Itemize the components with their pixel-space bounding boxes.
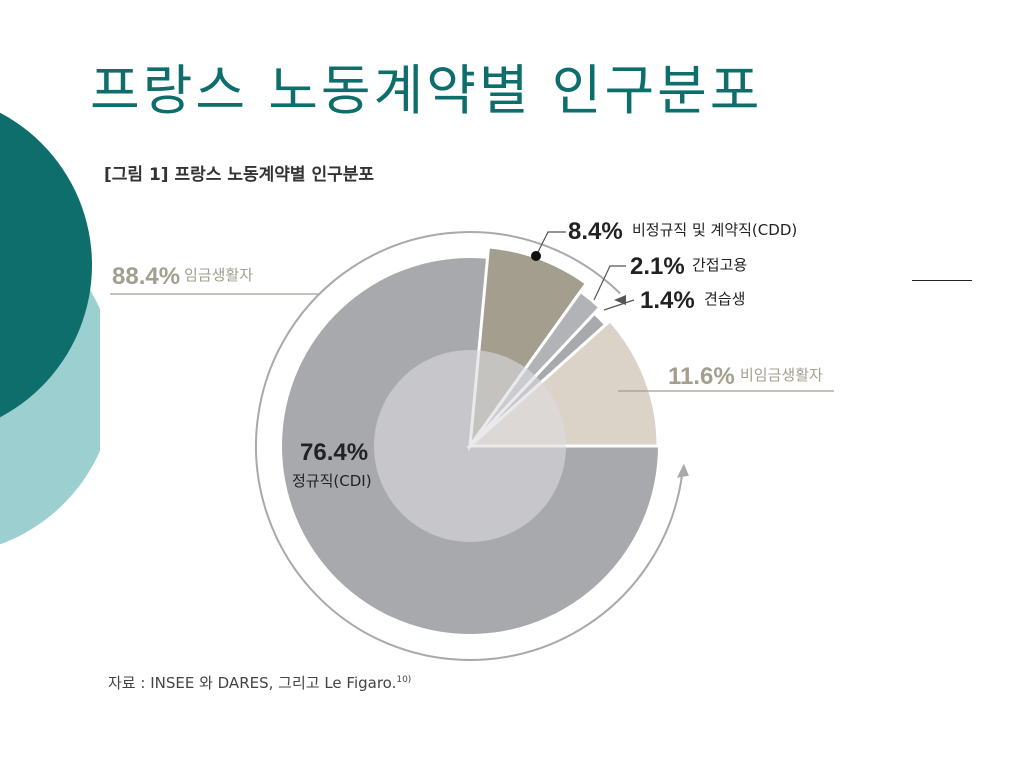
label-cdd-pct: 8.4% <box>568 218 623 245</box>
label-nonsalaried-pct: 11.6% <box>668 363 735 390</box>
leader-line-cdd <box>535 231 566 257</box>
leader-line-interim <box>593 265 626 301</box>
label-salaried-pct: 88.4% <box>112 263 180 290</box>
leader-line-apprentice <box>603 299 635 311</box>
label-cdd-text: 비정규직 및 계약직(CDD) <box>632 221 797 239</box>
source-footnote: 10) <box>396 675 412 685</box>
label-apprentice-pct: 1.4% <box>640 287 695 314</box>
label-nonsalaried-text: 비임금생활자 <box>740 366 823 384</box>
outer-arc-arrowhead <box>676 463 689 478</box>
label-interim-pct: 2.1% <box>630 253 685 280</box>
label-interim-text: 간접고용 <box>692 256 747 274</box>
label-apprentice-text: 견습생 <box>704 290 745 308</box>
slide-title: 프랑스 노동계약별 인구분포 <box>90 59 763 122</box>
source-note: 자료 : INSEE 와 DARES, 그리고 Le Figaro.10) <box>108 672 411 693</box>
leader-dot-cdd <box>531 251 541 261</box>
leader-arrow-apprentice <box>614 295 626 305</box>
figure-caption: [그림 1] 프랑스 노동계약별 인구분포 <box>104 165 375 185</box>
inner-circle <box>374 350 566 542</box>
label-salaried-text: 임금생활자 <box>184 266 253 284</box>
source-text: 자료 : INSEE 와 DARES, 그리고 Le Figaro. <box>108 674 397 692</box>
decorative-circles <box>0 112 100 545</box>
leader-lines <box>110 231 834 392</box>
label-cdi-pct: 76.4% <box>300 439 368 466</box>
label-cdi-text: 정규직(CDI) <box>292 472 372 490</box>
teal-dark-circle <box>0 112 92 418</box>
salaried-outer-arc <box>255 231 683 661</box>
decorative-line <box>912 280 972 281</box>
